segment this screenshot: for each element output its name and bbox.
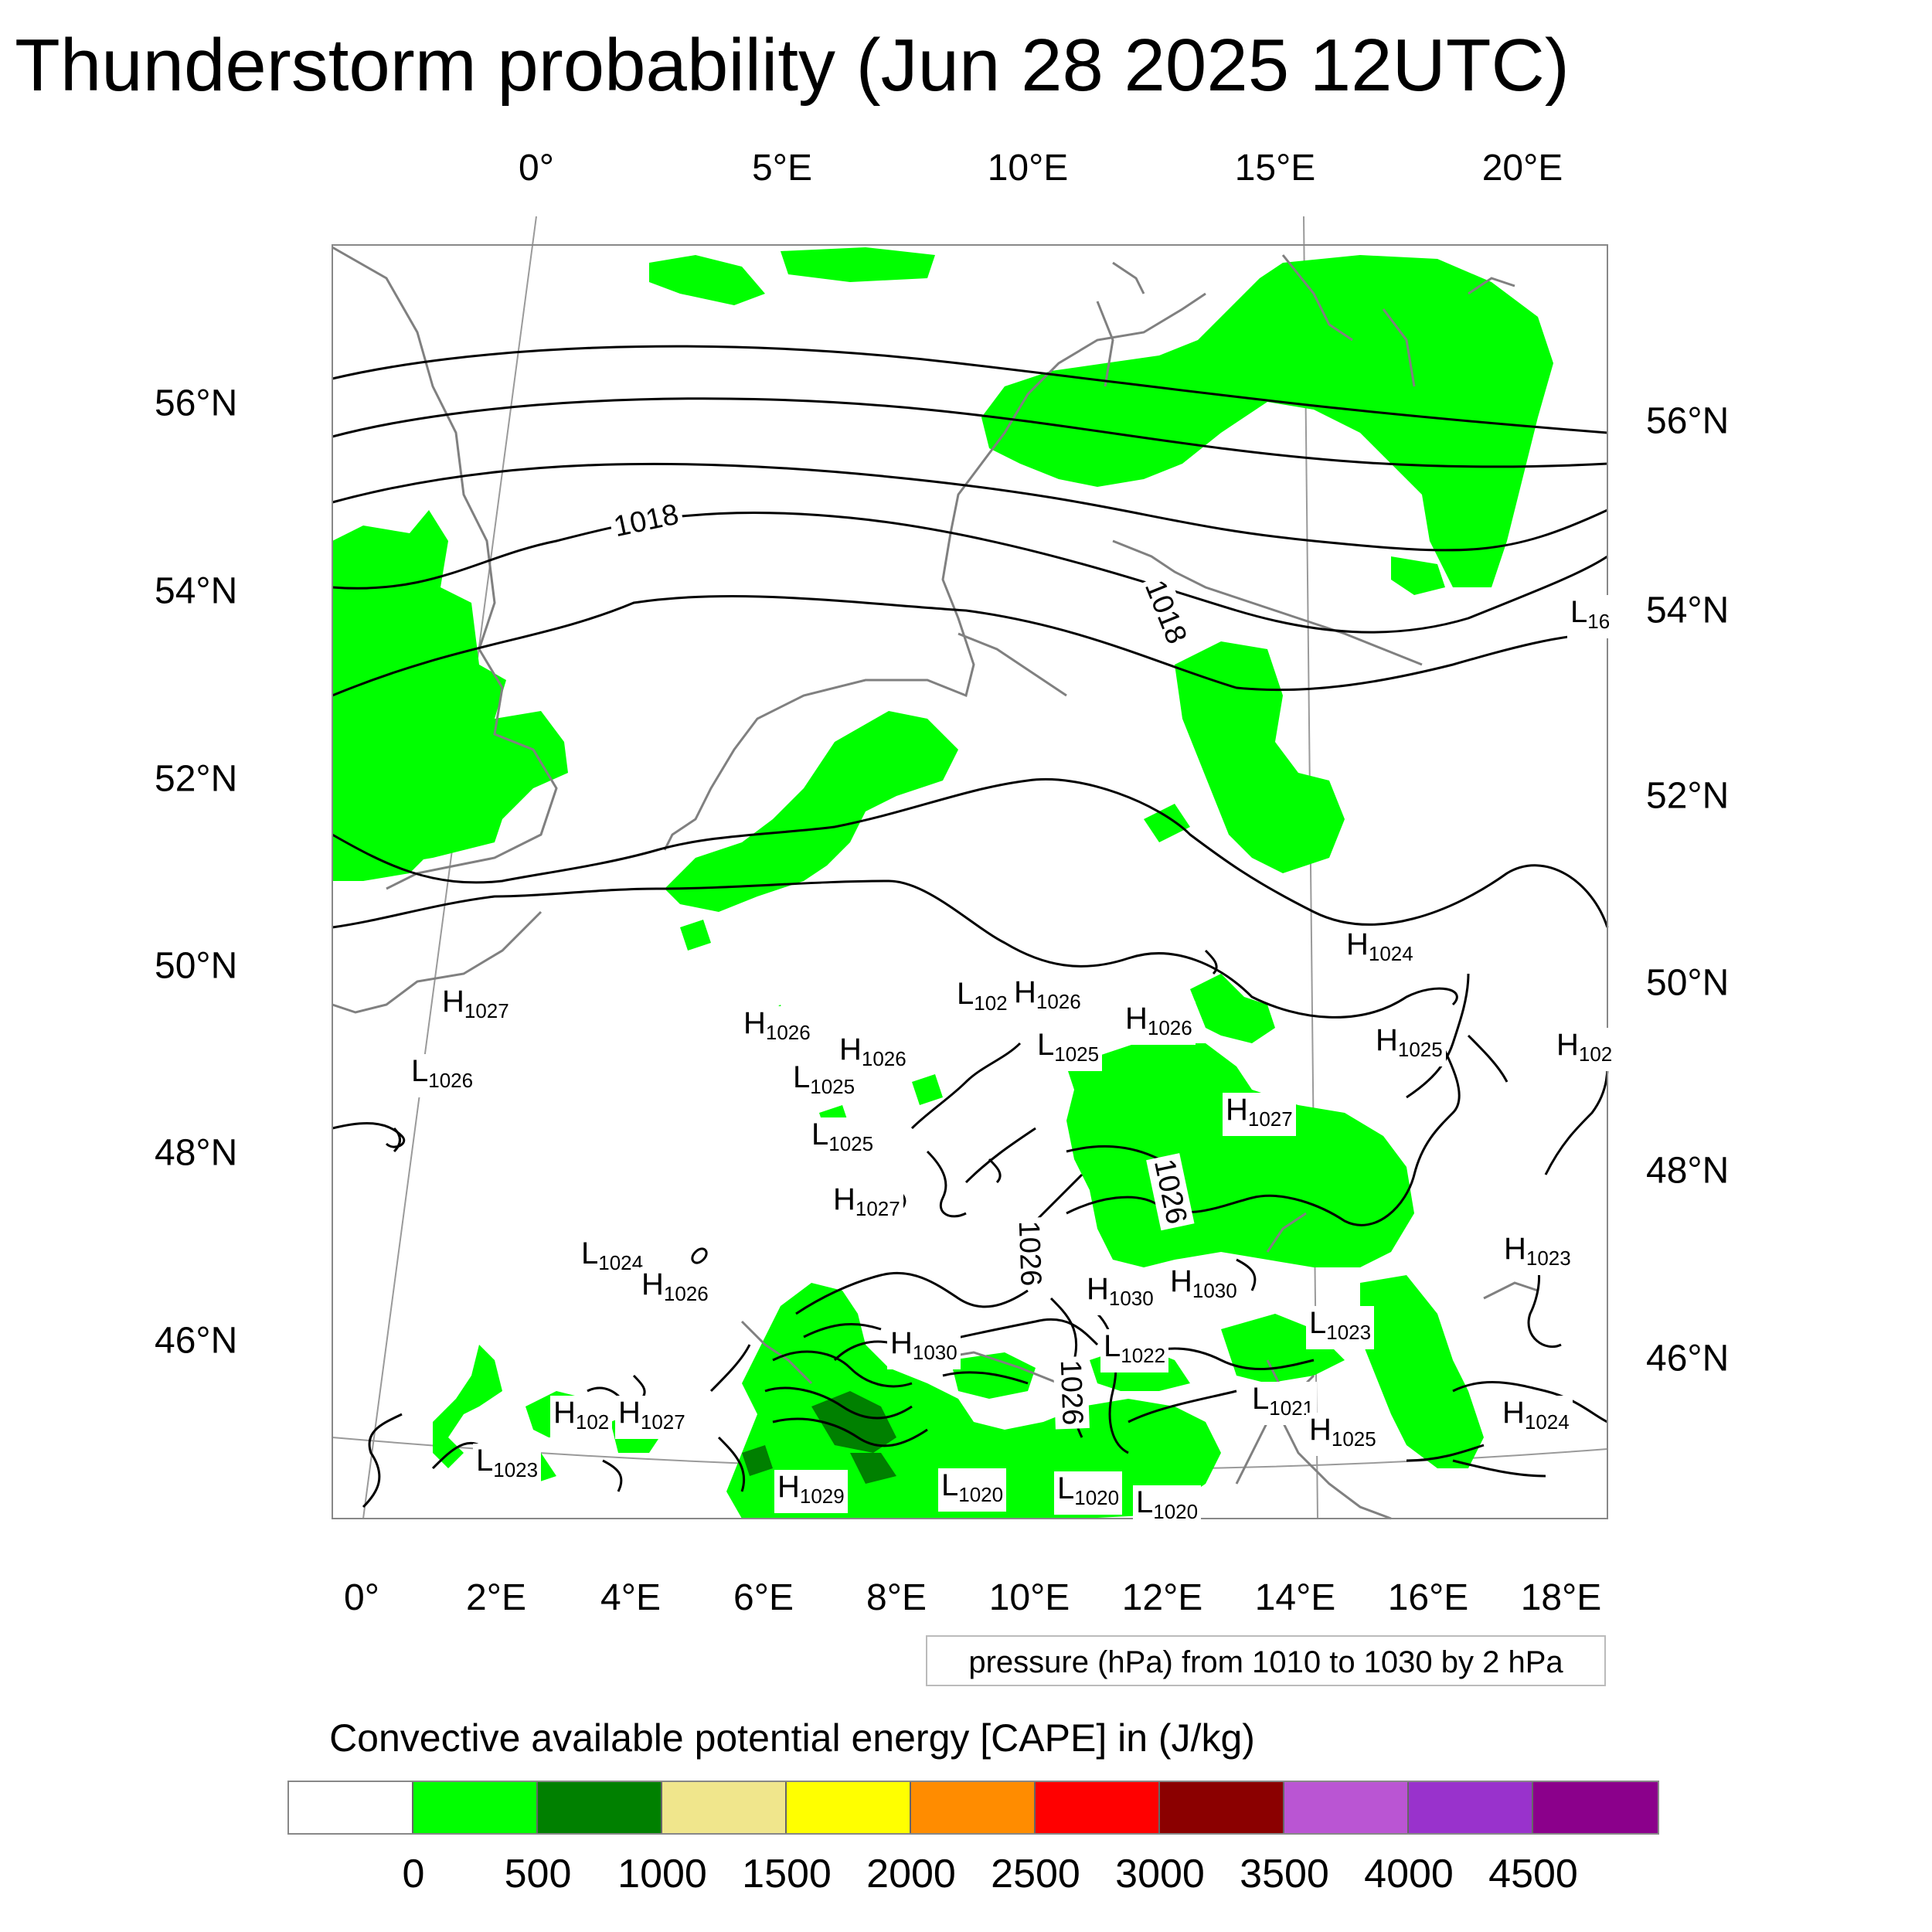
right-lat-tick: 50°N xyxy=(1646,962,1730,1004)
colorbar-swatch xyxy=(289,1782,413,1833)
right-lat-tick: 46°N xyxy=(1646,1338,1730,1379)
right-lat-tick: 56°N xyxy=(1646,400,1730,442)
colorbar-swatch xyxy=(787,1782,911,1833)
colorbar-label: 2000 xyxy=(866,1852,956,1896)
colorbar-swatch xyxy=(1409,1782,1533,1833)
pressure-center: H1026 xyxy=(638,1267,712,1311)
bottom-lon-tick: 12°E xyxy=(1121,1577,1203,1618)
coastlines xyxy=(332,246,1539,1520)
pressure-center: H1025 xyxy=(1306,1413,1379,1456)
colorbar-label: 4500 xyxy=(1488,1852,1578,1896)
colorbar-label: 0 xyxy=(402,1852,425,1896)
bottom-lon-tick: 0° xyxy=(344,1577,379,1618)
pressure-center: L1020 xyxy=(1133,1485,1202,1529)
pressure-center: L102 xyxy=(954,977,1011,1020)
pressure-center: H1027 xyxy=(830,1182,903,1226)
colorbar xyxy=(287,1781,1659,1835)
colorbar-swatch xyxy=(1533,1782,1658,1833)
colorbar-swatch xyxy=(911,1782,1036,1833)
cape-dark-spots xyxy=(742,1391,896,1484)
pressure-center: L16 xyxy=(1567,595,1614,638)
pressure-center: L1026 xyxy=(408,1054,477,1097)
pressure-center: H1025 xyxy=(1372,1023,1446,1066)
left-lat-tick: 54°N xyxy=(155,570,238,612)
pressure-center: H1026 xyxy=(740,1006,814,1049)
top-lon-tick: 0° xyxy=(519,148,554,189)
pressure-center: L1025 xyxy=(790,1060,859,1104)
right-lat-tick: 48°N xyxy=(1646,1150,1730,1192)
legend-title: Convective available potential energy [C… xyxy=(329,1716,1255,1760)
map-frame xyxy=(332,244,1608,1519)
pressure-center: L1020 xyxy=(1054,1471,1123,1515)
isobar-label: 1026 xyxy=(1011,1216,1048,1291)
bottom-lon-tick: 10°E xyxy=(988,1577,1070,1618)
colorbar-label: 2500 xyxy=(991,1852,1080,1896)
bottom-lon-tick: 4°E xyxy=(600,1577,661,1618)
pressure-center: H102 xyxy=(1553,1028,1616,1071)
pressure-center: H1024 xyxy=(1499,1396,1573,1439)
colorbar-swatch xyxy=(538,1782,662,1833)
top-lon-tick: 5°E xyxy=(752,148,812,189)
pressure-center: H1027 xyxy=(1223,1093,1296,1136)
isobar-label: 1026 xyxy=(1053,1355,1090,1430)
pressure-center: H1029 xyxy=(774,1470,848,1513)
top-lon-tick: 15°E xyxy=(1234,148,1316,189)
colorbar-label: 4000 xyxy=(1364,1852,1454,1896)
left-lat-tick: 56°N xyxy=(155,383,238,424)
pressure-contour-note: pressure (hPa) from 1010 to 1030 by 2 hP… xyxy=(926,1635,1606,1686)
pressure-center: H1023 xyxy=(1501,1232,1574,1275)
right-lat-tick: 54°N xyxy=(1646,590,1730,631)
pressure-center: L1025 xyxy=(1034,1028,1103,1071)
top-lon-tick: 20°E xyxy=(1481,148,1563,189)
pressure-center: L1023 xyxy=(1306,1306,1375,1349)
isobars xyxy=(332,345,1609,1509)
pressure-center: L1023 xyxy=(473,1444,542,1487)
right-lat-tick: 52°N xyxy=(1646,775,1730,817)
colorbar-swatch xyxy=(662,1782,787,1833)
colorbar-swatch xyxy=(1160,1782,1284,1833)
colorbar-swatch xyxy=(413,1782,538,1833)
top-lon-tick: 10°E xyxy=(987,148,1069,189)
pressure-center: H1030 xyxy=(887,1326,961,1369)
pressure-center: H1027 xyxy=(615,1396,689,1439)
pressure-center: H1030 xyxy=(1167,1264,1240,1308)
left-lat-tick: 46°N xyxy=(155,1320,238,1362)
map-title: Thunderstorm probability (Jun 28 2025 12… xyxy=(15,24,1570,107)
colorbar-label: 3500 xyxy=(1240,1852,1329,1896)
pressure-center: L1022 xyxy=(1100,1329,1169,1372)
bottom-lon-tick: 16°E xyxy=(1387,1577,1469,1618)
pressure-center: L1020 xyxy=(938,1468,1007,1512)
bottom-lon-tick: 14°E xyxy=(1254,1577,1336,1618)
colorbar-label: 500 xyxy=(504,1852,572,1896)
pressure-center: H102 xyxy=(550,1396,613,1439)
bottom-lon-tick: 8°E xyxy=(866,1577,927,1618)
pressure-center: H1026 xyxy=(1011,975,1084,1019)
colorbar-label: 3000 xyxy=(1115,1852,1205,1896)
colorbar-swatch xyxy=(1284,1782,1409,1833)
pressure-center: H1024 xyxy=(1343,927,1417,971)
pressure-center: H1027 xyxy=(439,985,512,1028)
colorbar-label: 1000 xyxy=(617,1852,707,1896)
pressure-center: L1024 xyxy=(578,1236,647,1280)
cape-areas xyxy=(332,247,1553,1519)
left-lat-tick: 50°N xyxy=(155,945,238,987)
pressure-center: H1026 xyxy=(1122,1002,1196,1045)
pressure-center: L1021 xyxy=(1249,1382,1318,1425)
left-lat-tick: 52°N xyxy=(155,758,238,800)
bottom-lon-tick: 6°E xyxy=(733,1577,794,1618)
colorbar-swatch xyxy=(1036,1782,1160,1833)
pressure-center: L1025 xyxy=(808,1117,877,1161)
bottom-lon-tick: 18°E xyxy=(1520,1577,1602,1618)
bottom-lon-tick: 2°E xyxy=(466,1577,526,1618)
left-lat-tick: 48°N xyxy=(155,1132,238,1174)
pressure-center: H1030 xyxy=(1083,1272,1157,1315)
colorbar-label: 1500 xyxy=(742,1852,832,1896)
